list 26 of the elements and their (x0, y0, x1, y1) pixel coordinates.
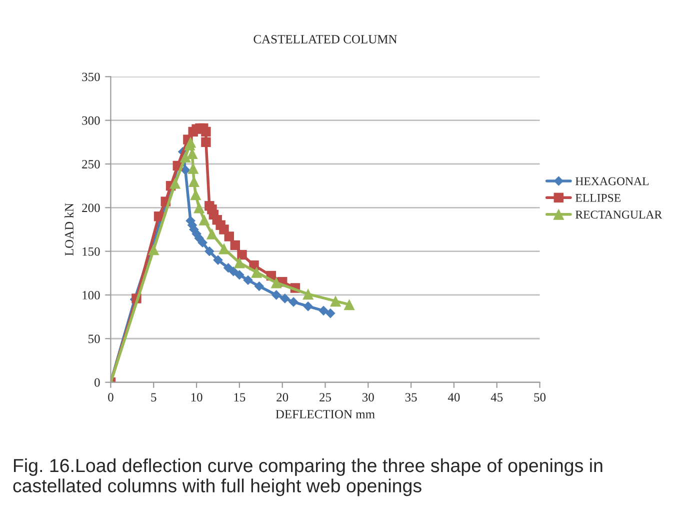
y-tick-label: 0 (94, 378, 100, 387)
y-tick-label: 350 (82, 72, 100, 82)
legend-label: ELLIPSE (576, 194, 620, 202)
x-tick-label: 30 (362, 393, 374, 402)
y-tick-label: 50 (88, 334, 100, 344)
x-tick-label: 45 (490, 393, 503, 402)
y-tick-label: 100 (82, 290, 100, 300)
x-axis-title: DEFLECTION mm (276, 410, 375, 418)
y-tick-label: 200 (82, 204, 100, 212)
y-tick-label: 250 (82, 160, 100, 168)
x-tick-label: 10 (191, 393, 202, 402)
legend-label: RECTANGULAR (576, 210, 662, 219)
y-tick-label: 300 (82, 116, 100, 125)
y-tick-label: 150 (82, 247, 100, 256)
x-tick-label: 0 (108, 393, 114, 402)
x-tick-label: 20 (276, 393, 288, 402)
chart-title: CASTELLATED COLUMN (254, 35, 397, 44)
caption: Fig. 16.Load deflection curve comparing the three shape of openings in castellated columns with full height web openings (13, 458, 602, 496)
x-tick-label: 40 (448, 393, 460, 402)
x-tick-label: 35 (405, 393, 417, 402)
x-tick-label: 5 (151, 393, 156, 402)
x-tick-label: 50 (534, 393, 546, 402)
legend-label: HEXAGONAL (576, 177, 649, 186)
x-tick-label: 25 (320, 393, 331, 402)
y-axis-title: LOAD kN (64, 203, 74, 256)
x-tick-label: 15 (234, 393, 246, 402)
